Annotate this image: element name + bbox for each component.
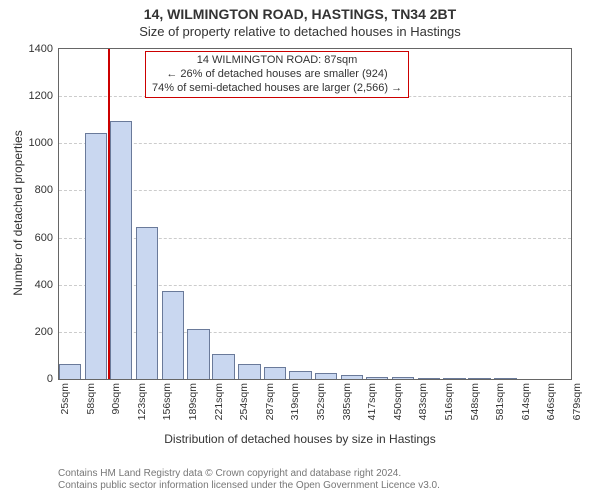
histogram-bar <box>136 227 158 379</box>
histogram-bar <box>238 364 260 379</box>
gridline <box>59 143 571 144</box>
histogram-bar <box>85 133 107 379</box>
x-tick-label: 123sqm <box>136 383 148 420</box>
histogram-bar <box>59 364 81 379</box>
histogram-bar <box>341 375 363 379</box>
annotation-line: 14 WILMINGTON ROAD: 87sqm <box>152 54 402 68</box>
plot-area: 020040060080010001200140025sqm58sqm90sqm… <box>58 48 572 380</box>
chart-frame: 14, WILMINGTON ROAD, HASTINGS, TN34 2BT … <box>0 0 600 500</box>
y-tick-label: 1000 <box>29 137 53 149</box>
histogram-bar <box>212 354 234 379</box>
y-tick-label: 200 <box>35 326 53 338</box>
histogram-bar <box>392 377 414 379</box>
x-tick-label: 58sqm <box>85 383 97 415</box>
y-tick-label: 600 <box>35 232 53 244</box>
histogram-bar <box>418 378 440 379</box>
y-axis-label: Number of detached properties <box>11 130 25 295</box>
chart-title-main: 14, WILMINGTON ROAD, HASTINGS, TN34 2BT <box>0 6 600 22</box>
histogram-bar <box>494 378 516 379</box>
x-tick-label: 156sqm <box>161 383 173 420</box>
property-annotation: 14 WILMINGTON ROAD: 87sqm← 26% of detach… <box>145 51 409 98</box>
footer-line-1: Contains HM Land Registry data © Crown c… <box>58 468 440 480</box>
x-axis-label: Distribution of detached houses by size … <box>0 432 600 446</box>
x-tick-label: 581sqm <box>494 383 506 420</box>
annotation-line: ← 26% of detached houses are smaller (92… <box>152 68 402 82</box>
histogram-bar <box>110 121 132 379</box>
x-tick-label: 385sqm <box>341 383 353 420</box>
x-tick-label: 254sqm <box>238 383 250 420</box>
x-tick-label: 352sqm <box>315 383 327 420</box>
x-tick-label: 25sqm <box>59 383 71 415</box>
x-tick-label: 221sqm <box>213 383 225 420</box>
x-tick-label: 319sqm <box>289 383 301 420</box>
x-tick-label: 646sqm <box>545 383 557 420</box>
property-marker-line <box>108 49 110 379</box>
chart-title-sub: Size of property relative to detached ho… <box>0 24 600 39</box>
annotation-line: 74% of semi-detached houses are larger (… <box>152 82 402 96</box>
x-tick-label: 483sqm <box>417 383 429 420</box>
y-tick-label: 400 <box>35 279 53 291</box>
histogram-bar <box>468 378 490 379</box>
attribution-footer: Contains HM Land Registry data © Crown c… <box>58 468 440 492</box>
y-tick-label: 800 <box>35 184 53 196</box>
y-tick-label: 1400 <box>29 43 53 55</box>
histogram-bar <box>366 377 388 379</box>
x-tick-label: 189sqm <box>187 383 199 420</box>
histogram-bar <box>264 367 286 379</box>
x-tick-label: 548sqm <box>469 383 481 420</box>
x-tick-label: 287sqm <box>264 383 276 420</box>
x-tick-label: 90sqm <box>110 383 122 415</box>
histogram-bar <box>162 291 184 379</box>
histogram-bar <box>315 373 337 379</box>
y-tick-label: 1200 <box>29 90 53 102</box>
x-tick-label: 417sqm <box>366 383 378 420</box>
x-tick-label: 450sqm <box>392 383 404 420</box>
gridline <box>59 190 571 191</box>
x-tick-label: 679sqm <box>571 383 583 420</box>
y-tick-label: 0 <box>47 373 53 385</box>
footer-line-2: Contains public sector information licen… <box>58 480 440 492</box>
histogram-bar <box>289 371 311 379</box>
histogram-bar <box>187 329 209 380</box>
x-tick-label: 516sqm <box>443 383 455 420</box>
histogram-bar <box>443 378 465 379</box>
x-tick-label: 614sqm <box>520 383 532 420</box>
